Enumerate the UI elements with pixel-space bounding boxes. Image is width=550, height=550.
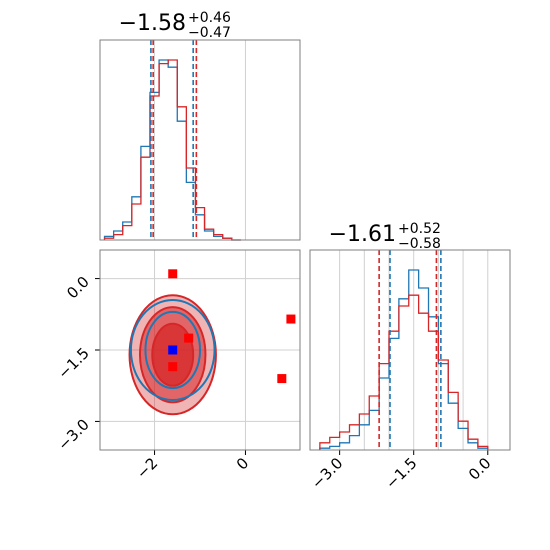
- panel-frame-1: [99, 249, 301, 451]
- top-left-title-minus: −0.47: [188, 25, 231, 41]
- top-left-panel-frame: [99, 39, 301, 241]
- point-marker: [168, 269, 178, 279]
- contour-level: [129, 299, 216, 401]
- histogram-series-0: [103, 59, 241, 241]
- histogram-x-tick-label: −3.0: [308, 454, 346, 492]
- histogram-series-1: [319, 294, 489, 450]
- bottom-right-title-value: −1.61: [329, 222, 396, 247]
- panel-frame-2: [309, 249, 511, 451]
- bottom-right-title-minus: −0.58: [398, 236, 441, 252]
- point-marker: [286, 314, 296, 324]
- point-marker: [168, 345, 178, 355]
- contour-y-tick-label: 0.0: [63, 273, 93, 303]
- contour-level: [144, 310, 202, 390]
- histogram-series-0: [319, 269, 489, 450]
- point-marker: [277, 374, 287, 384]
- contour-x-tick-label: 0: [233, 454, 252, 473]
- top-left-title-value: −1.58: [119, 11, 186, 36]
- contour-y-tick-label: −3.0: [54, 416, 92, 454]
- histogram-x-tick-label: 0.0: [465, 454, 495, 484]
- histogram-x-tick-label: −1.5: [382, 454, 420, 492]
- histogram-series-1: [103, 59, 241, 241]
- bottom-right-title-plus: +0.52: [398, 221, 441, 237]
- point-marker: [184, 333, 194, 343]
- contour-x-tick-label: −2: [133, 454, 161, 482]
- bottom-left-contour-panel: −2 0 0.0 −1.5 −3.0: [54, 249, 301, 482]
- top-left-title-plus: +0.46: [188, 10, 231, 26]
- contour-y-tick-label: −1.5: [54, 344, 92, 382]
- panel-frame-0: [99, 39, 301, 241]
- bottom-right-histogram-panel: −3.0 −1.5 0.0: [308, 249, 511, 493]
- contour-level: [151, 322, 195, 387]
- point-marker: [168, 362, 178, 372]
- top-left-histogram-panel: [99, 39, 301, 241]
